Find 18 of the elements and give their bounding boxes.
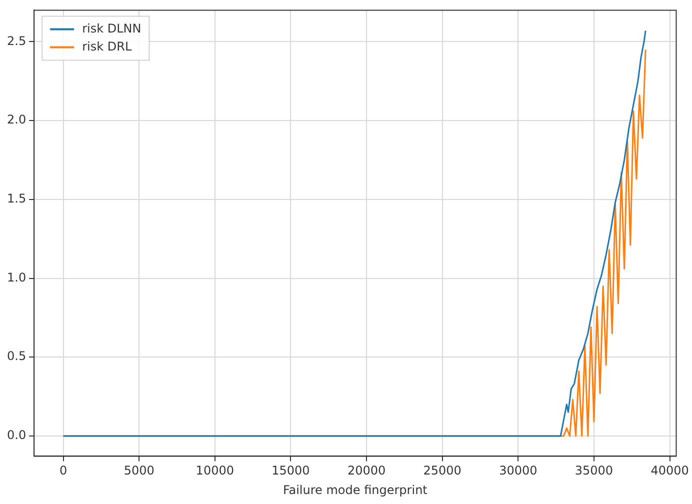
x-tick-label: 40000 (650, 464, 689, 478)
y-tick-label: 1.5 (6, 192, 26, 206)
x-tick-label: 20000 (347, 464, 386, 478)
x-tick-label: 0 (59, 464, 68, 478)
legend-label: risk DRL (82, 39, 132, 54)
y-tick-label: 0.5 (6, 349, 26, 364)
y-tick-label: 1.0 (6, 270, 26, 284)
x-tick-label: 35000 (574, 464, 614, 478)
y-tick-label: 2.5 (6, 34, 26, 48)
x-tick-label: 25000 (423, 464, 462, 478)
y-tick-label: 2.0 (6, 112, 26, 127)
y-tick-label: 0.0 (6, 428, 26, 442)
legend-label: risk DLNN (82, 21, 142, 36)
x-tick-label: 30000 (499, 464, 538, 478)
x-tick-label: 15000 (272, 464, 310, 478)
x-tick-label: 5000 (124, 464, 154, 478)
x-axis-title: Failure mode fingerprint (282, 482, 428, 497)
x-tick-label: 10000 (196, 464, 234, 478)
